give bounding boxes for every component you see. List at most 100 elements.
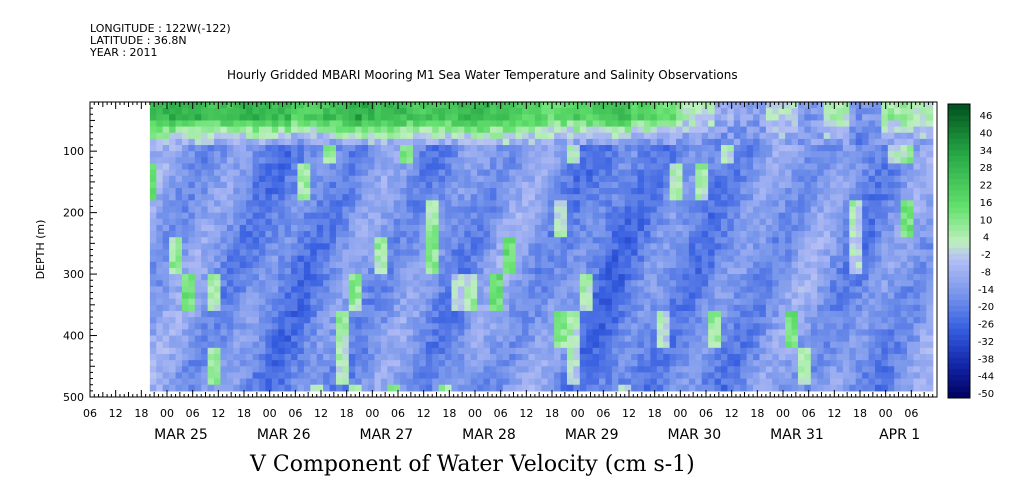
heatmap-cell (509, 298, 517, 306)
heatmap-cell (425, 384, 433, 392)
heatmap-cell (688, 145, 696, 152)
heatmap-cell (342, 206, 350, 214)
heatmap-cell (489, 317, 497, 324)
heatmap-cell (772, 218, 780, 226)
heatmap-cell (554, 310, 562, 318)
heatmap-cell (258, 108, 266, 115)
heatmap-cell (181, 353, 189, 361)
heatmap-cell (393, 212, 401, 220)
heatmap-cell (226, 304, 234, 312)
heatmap-cell (175, 249, 183, 257)
heatmap-cell (740, 329, 748, 337)
heatmap-cell (778, 378, 786, 386)
heatmap-cell (797, 132, 805, 140)
heatmap-cell (246, 353, 254, 361)
heatmap-cell (566, 347, 574, 355)
heatmap-cell (791, 267, 799, 275)
heatmap-cell (496, 347, 504, 355)
heatmap-cell (445, 163, 453, 171)
heatmap-cell (611, 224, 619, 232)
heatmap-cell (797, 175, 805, 183)
heatmap-cell (720, 366, 728, 374)
heatmap-cell (496, 304, 504, 312)
heatmap-cell (733, 317, 741, 324)
heatmap-cell (162, 292, 170, 300)
heatmap-cell (669, 329, 677, 337)
heatmap-cell (746, 347, 754, 355)
heatmap-cell (239, 317, 247, 324)
heatmap-cell (329, 132, 337, 140)
heatmap-cell (425, 249, 433, 257)
heatmap-cell (156, 163, 164, 171)
heatmap-cell (323, 114, 331, 122)
heatmap-cell (156, 157, 164, 165)
heatmap-cell (348, 274, 356, 281)
heatmap-cell (547, 292, 555, 300)
heatmap-cell (425, 237, 433, 244)
heatmap-cell (522, 274, 530, 281)
heatmap-cell (291, 163, 299, 171)
heatmap-cell (695, 126, 703, 134)
heatmap-cell (740, 145, 748, 152)
heatmap-cell (586, 102, 594, 109)
heatmap-cell (406, 194, 414, 201)
heatmap-cell (271, 298, 279, 306)
heatmap-cell (727, 274, 735, 281)
heatmap-cell (650, 163, 658, 171)
heatmap-cell (592, 175, 600, 183)
heatmap-cell (708, 261, 716, 269)
heatmap-cell (489, 378, 497, 386)
heatmap-cell (733, 243, 741, 251)
heatmap-cell (239, 188, 247, 195)
heatmap-cell (817, 310, 825, 318)
heatmap-cell (599, 360, 607, 367)
heatmap-cell (316, 360, 324, 367)
heatmap-cell (233, 212, 241, 220)
heatmap-cell (643, 366, 651, 374)
heatmap-cell (605, 286, 613, 294)
heatmap-cell (194, 249, 202, 257)
heatmap-cell (329, 341, 337, 349)
heatmap-cell (502, 243, 510, 251)
heatmap-cell (586, 267, 594, 275)
heatmap-cell (637, 224, 645, 232)
heatmap-cell (412, 114, 420, 122)
heatmap-cell (605, 102, 613, 109)
heatmap-cell (797, 310, 805, 318)
heatmap-cell (682, 310, 690, 318)
heatmap-cell (412, 280, 420, 287)
heatmap-cell (778, 200, 786, 208)
heatmap-cell (772, 237, 780, 244)
heatmap-cell (188, 353, 196, 361)
heatmap-cell (175, 360, 183, 367)
heatmap-cell (252, 126, 260, 134)
heatmap-cell (599, 353, 607, 361)
heatmap-cell (335, 267, 343, 275)
heatmap-cell (817, 237, 825, 244)
heatmap-cell (335, 353, 343, 361)
heatmap-cell (156, 310, 164, 318)
heatmap-cell (586, 274, 594, 281)
heatmap-cell (457, 120, 465, 128)
heatmap-cell (759, 317, 767, 324)
heatmap-cell (380, 280, 388, 287)
heatmap-cell (400, 188, 408, 195)
heatmap-cell (400, 317, 408, 324)
heatmap-cell (226, 120, 234, 128)
heatmap-cell (785, 231, 793, 238)
heatmap-cell (727, 163, 735, 171)
heatmap-cell (656, 194, 664, 201)
heatmap-cell (412, 274, 420, 281)
heatmap-cell (566, 378, 574, 386)
heatmap-cell (759, 237, 767, 244)
heatmap-cell (432, 267, 440, 275)
heatmap-cell (534, 261, 542, 269)
heatmap-cell (400, 102, 408, 109)
heatmap-cell (643, 280, 651, 287)
heatmap-cell (688, 151, 696, 158)
heatmap-cell (637, 372, 645, 380)
heatmap-cell (419, 274, 427, 281)
heatmap-cell (785, 114, 793, 122)
heatmap-cell (624, 274, 632, 281)
